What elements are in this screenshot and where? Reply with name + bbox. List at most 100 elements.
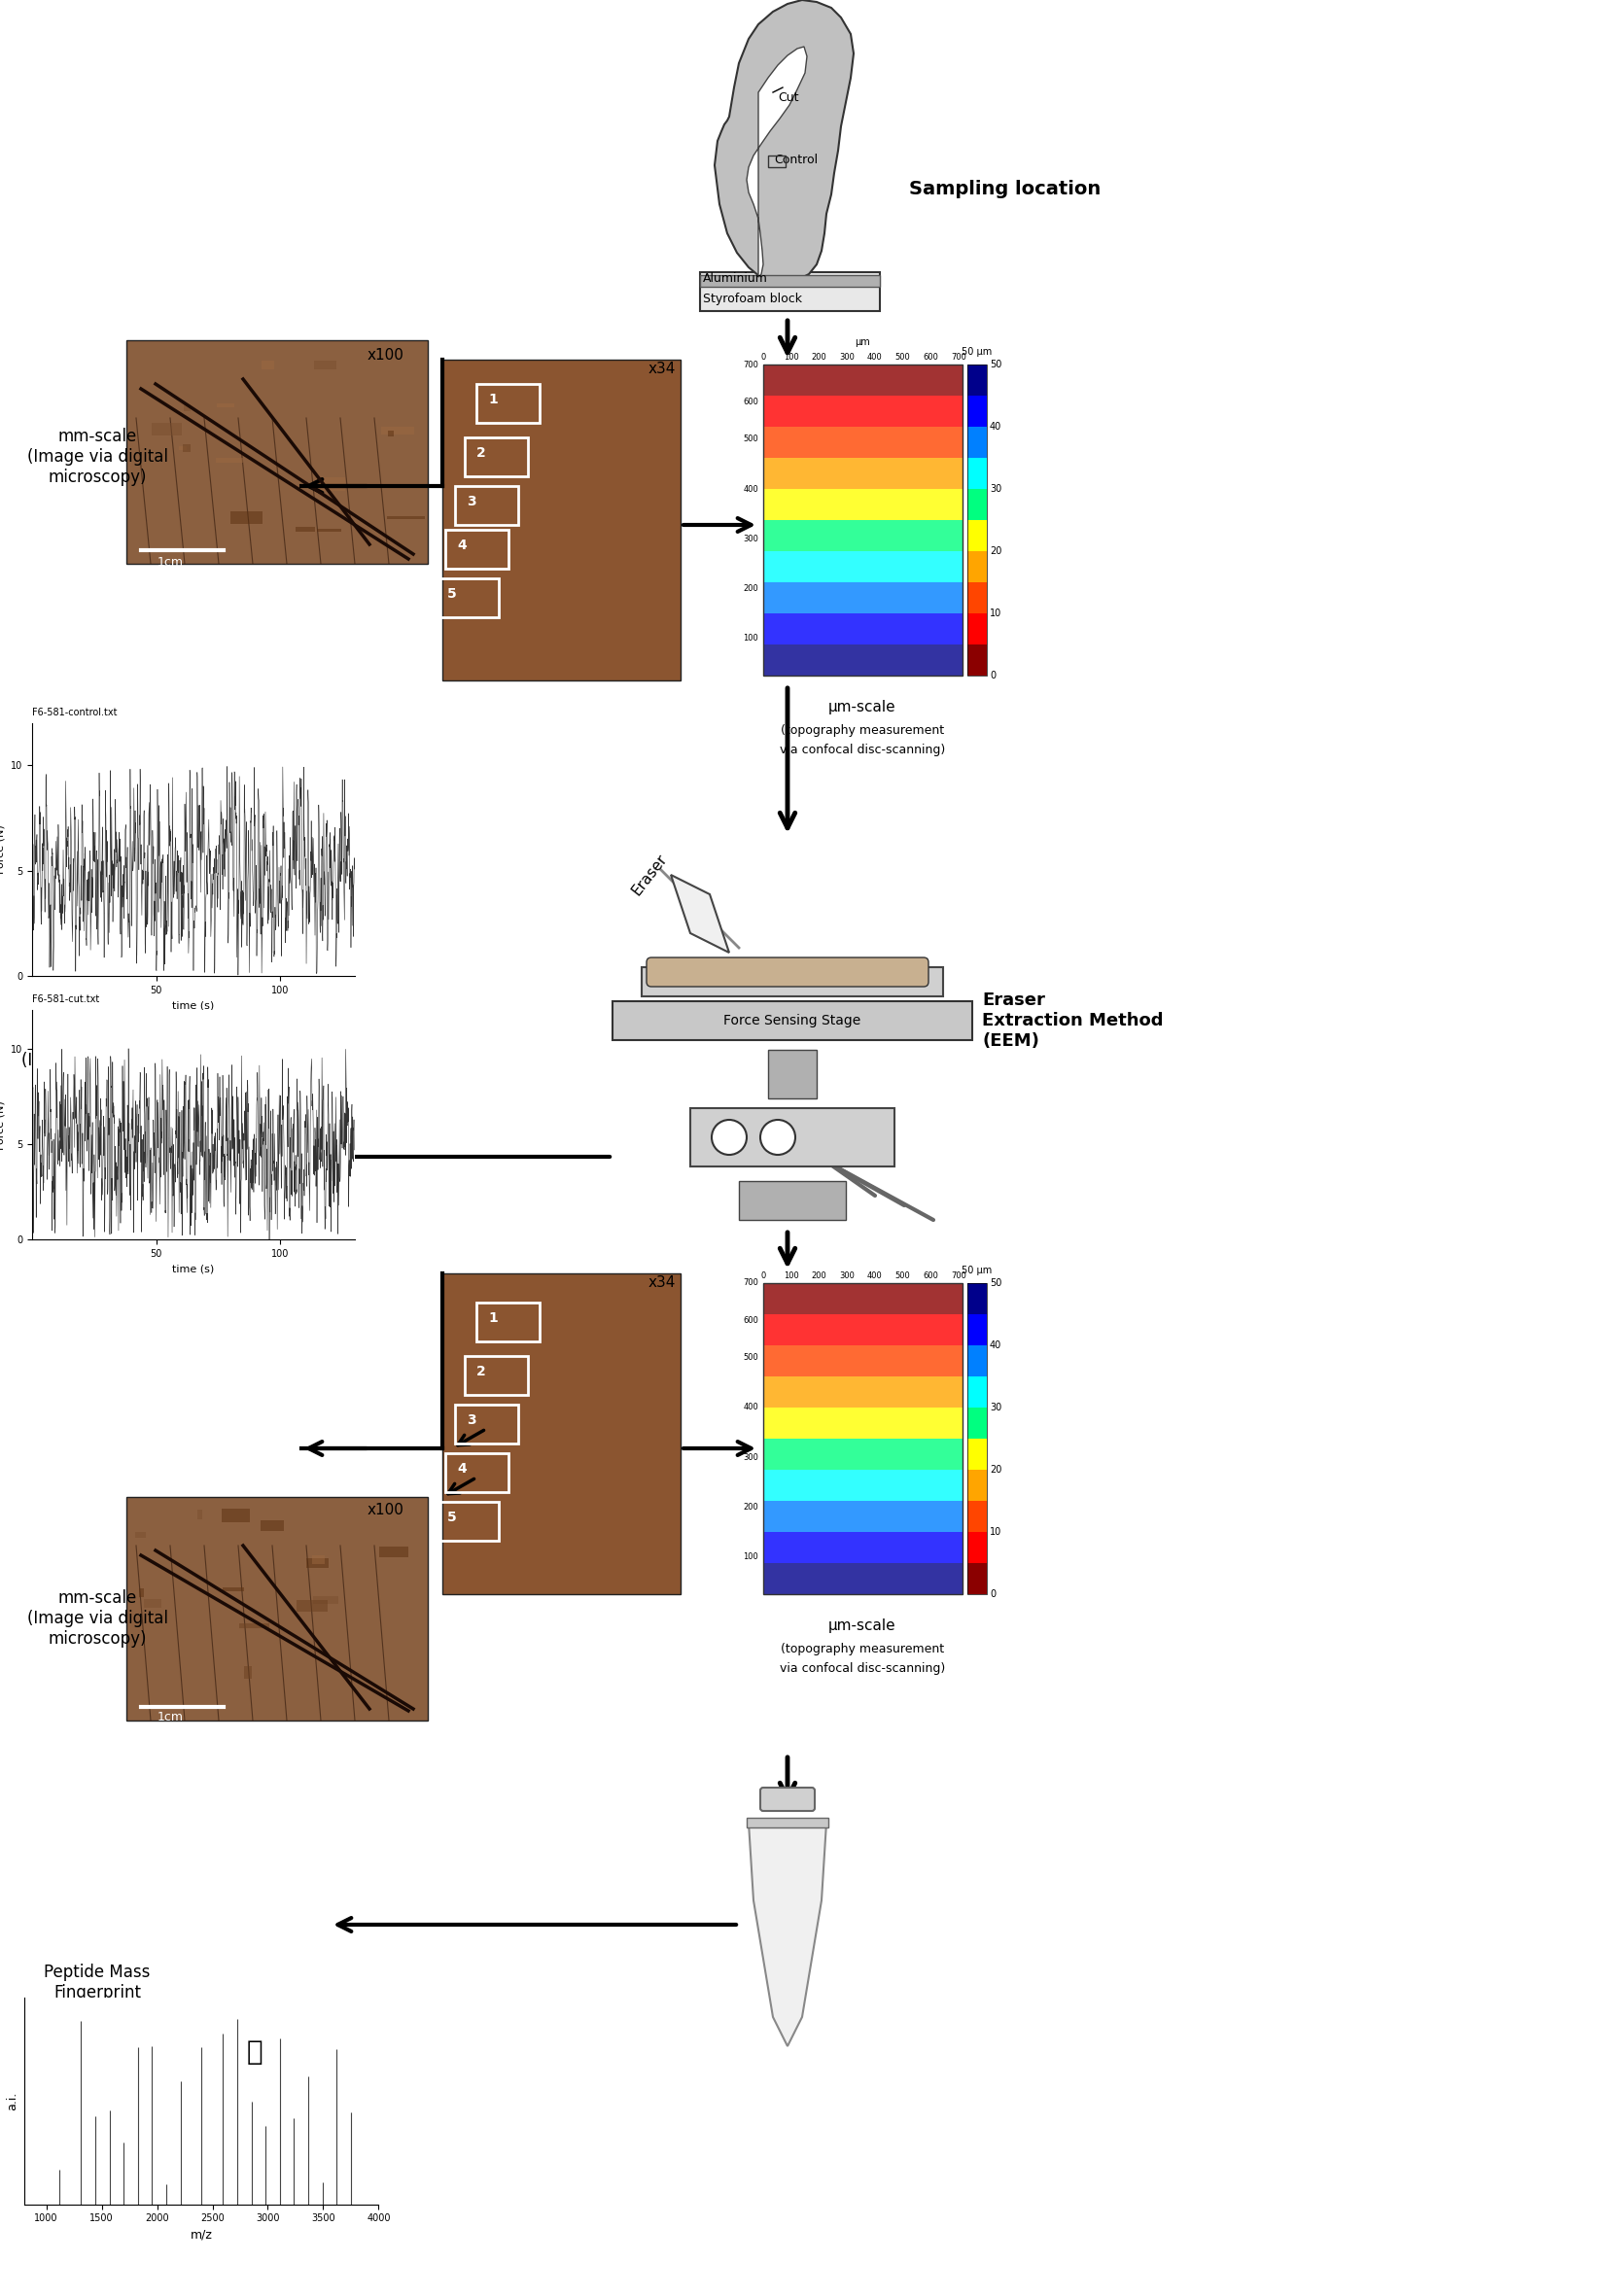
Polygon shape	[715, 0, 854, 282]
Text: 200: 200	[743, 583, 759, 592]
Text: 300: 300	[743, 535, 759, 544]
Bar	[382, 427, 414, 434]
Bar	[764, 613, 962, 645]
Bar	[477, 383, 540, 422]
Text: via confocal disc-scanning): via confocal disc-scanning)	[780, 744, 946, 755]
Bar	[967, 583, 988, 613]
Text: Aluminium: Aluminium	[702, 273, 768, 285]
Bar	[967, 1502, 988, 1531]
Text: 3: 3	[467, 1414, 475, 1428]
Bar	[464, 1357, 528, 1396]
Text: 100: 100	[743, 1552, 759, 1561]
Text: 50: 50	[989, 360, 1002, 370]
Text: 600: 600	[923, 354, 938, 360]
Text: Sampling location: Sampling location	[909, 181, 1100, 200]
Bar	[147, 1616, 158, 1621]
Bar	[967, 457, 988, 489]
Bar	[296, 1600, 327, 1612]
Bar	[967, 645, 988, 675]
Text: 200: 200	[812, 354, 826, 360]
Bar	[764, 583, 962, 613]
Text: F6-581-control.txt: F6-581-control.txt	[32, 707, 118, 716]
Text: 700: 700	[743, 1279, 759, 1288]
Bar	[967, 365, 988, 395]
Text: 4: 4	[458, 540, 467, 551]
Y-axis label: a.i.: a.i.	[6, 2092, 19, 2110]
Text: 0: 0	[989, 1589, 996, 1598]
Bar	[317, 528, 342, 533]
Text: 30: 30	[989, 1403, 1002, 1412]
Bar	[379, 1548, 408, 1557]
Bar	[967, 1313, 988, 1345]
Y-axis label: Force (N): Force (N)	[0, 1100, 5, 1150]
Bar	[764, 457, 962, 489]
Bar	[306, 1559, 329, 1568]
Bar	[435, 1502, 499, 1541]
Text: 2: 2	[477, 1364, 487, 1378]
Bar	[182, 443, 190, 452]
Text: 3: 3	[467, 494, 475, 507]
Bar	[701, 276, 880, 287]
Bar	[768, 156, 786, 168]
Bar	[443, 1274, 680, 1593]
Bar	[764, 365, 962, 675]
Text: 40: 40	[989, 1341, 1002, 1350]
Text: 0: 0	[760, 1272, 765, 1281]
FancyBboxPatch shape	[646, 957, 928, 987]
Text: 50 μm: 50 μm	[962, 347, 992, 356]
Text: F6-581-cut.txt: F6-581-cut.txt	[32, 994, 100, 1003]
Bar	[690, 1109, 894, 1166]
Bar	[445, 530, 509, 569]
Text: 300: 300	[839, 354, 854, 360]
Bar	[967, 1407, 988, 1440]
Bar	[135, 1531, 147, 1538]
Text: 1: 1	[488, 1311, 498, 1325]
Text: 500: 500	[896, 354, 910, 360]
Text: 400: 400	[867, 354, 883, 360]
Bar	[184, 404, 190, 411]
Text: 0: 0	[989, 670, 996, 680]
Text: Cut: Cut	[778, 92, 799, 103]
Text: 1cm: 1cm	[156, 1711, 184, 1724]
Bar	[261, 1520, 284, 1531]
Text: μm: μm	[855, 338, 870, 347]
Text: μm-scale: μm-scale	[828, 700, 896, 714]
Bar	[746, 1818, 828, 1828]
Text: 700: 700	[950, 354, 967, 360]
Text: mm-scale
(Image via digital
microscopy): mm-scale (Image via digital microscopy)	[27, 427, 168, 487]
Text: 100: 100	[783, 354, 799, 360]
Bar	[454, 1405, 519, 1444]
Text: Eraser
Extraction Method
(EEM): Eraser Extraction Method (EEM)	[983, 992, 1163, 1049]
Bar	[313, 1554, 325, 1564]
Bar	[764, 1531, 962, 1564]
Polygon shape	[670, 875, 730, 953]
Bar	[764, 645, 962, 675]
Bar	[464, 439, 528, 475]
Bar	[435, 579, 499, 618]
Text: Control: Control	[773, 154, 818, 168]
Bar	[764, 395, 962, 427]
Bar	[217, 404, 234, 406]
Bar	[216, 457, 243, 464]
Text: mm-scale
(Image via digital
microscopy): mm-scale (Image via digital microscopy)	[27, 1589, 168, 1649]
Text: Styrofoam block: Styrofoam block	[702, 294, 802, 305]
Text: 10: 10	[989, 608, 1002, 618]
Text: x34: x34	[648, 1277, 675, 1290]
Polygon shape	[746, 46, 807, 278]
Bar	[967, 1469, 988, 1502]
Bar	[126, 1497, 429, 1720]
Bar	[612, 1001, 973, 1040]
X-axis label: m/z: m/z	[190, 2229, 213, 2241]
Bar	[139, 1589, 143, 1598]
Bar	[295, 526, 316, 533]
Bar	[967, 427, 988, 457]
Bar	[967, 395, 988, 427]
Text: 400: 400	[743, 484, 759, 494]
Text: Force applied
during sampling
(Instrument stage): Force applied during sampling (Instrumen…	[21, 1010, 172, 1070]
Bar	[238, 1623, 269, 1628]
Text: via confocal disc-scanning): via confocal disc-scanning)	[780, 1662, 946, 1674]
Text: 700: 700	[743, 360, 759, 370]
Bar	[764, 1283, 962, 1593]
X-axis label: time (s): time (s)	[172, 1265, 214, 1274]
Bar	[967, 1531, 988, 1564]
